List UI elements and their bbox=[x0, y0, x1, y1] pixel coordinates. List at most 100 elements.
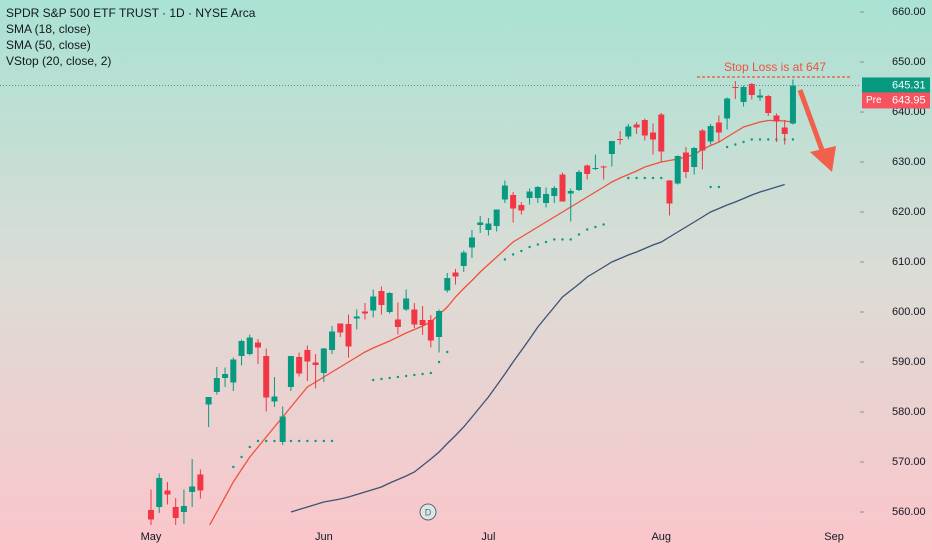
candle-body bbox=[304, 350, 311, 362]
candle-body bbox=[271, 396, 278, 402]
event-marker-label: D bbox=[425, 507, 432, 517]
candle-body bbox=[436, 311, 443, 337]
candle-body bbox=[180, 506, 187, 512]
candle-body bbox=[460, 252, 467, 266]
candle-body bbox=[468, 237, 475, 248]
candle-body bbox=[370, 296, 377, 311]
vstop-dot bbox=[404, 374, 408, 378]
y-tick-label: 620.00 bbox=[892, 206, 926, 218]
vstop-dot bbox=[651, 176, 655, 180]
candle-body bbox=[789, 85, 796, 124]
y-tick-label: 650.00 bbox=[892, 56, 926, 68]
vstop-dot bbox=[602, 223, 605, 226]
candle-body bbox=[600, 166, 607, 168]
candle-body bbox=[518, 205, 525, 211]
candle-body bbox=[682, 152, 689, 172]
vstop-dot bbox=[297, 439, 301, 443]
candle-body bbox=[641, 120, 648, 136]
vstop-dot bbox=[561, 238, 564, 241]
indicator-line bbox=[290, 183, 785, 513]
candle-body bbox=[526, 191, 533, 198]
candle-body bbox=[501, 185, 508, 200]
candle-body bbox=[246, 337, 253, 354]
y-tick-label: 580.00 bbox=[892, 406, 926, 418]
candle-body bbox=[394, 319, 401, 327]
y-tick-label: 630.00 bbox=[892, 156, 926, 168]
candle-body bbox=[296, 357, 303, 374]
vstop-dot bbox=[553, 238, 556, 241]
candle-body bbox=[263, 356, 270, 398]
arrow-shaft bbox=[797, 89, 825, 151]
candle-body bbox=[172, 507, 179, 518]
candle-body bbox=[386, 293, 393, 312]
candle-body bbox=[164, 490, 171, 495]
candle-body bbox=[608, 141, 615, 154]
vstop-dot bbox=[635, 176, 638, 180]
vstop-dot bbox=[660, 176, 663, 180]
vstop-dot bbox=[429, 371, 433, 375]
pre-box bbox=[862, 92, 930, 109]
candle-body bbox=[156, 478, 163, 507]
candle-body bbox=[765, 96, 772, 113]
candle-body bbox=[477, 222, 484, 225]
vstop-dot bbox=[544, 240, 548, 244]
candle-body bbox=[567, 191, 574, 194]
price-axis: 560.00 570.00 580.00 590.00 600.00 610.00 620.… bbox=[860, 6, 930, 518]
candle-body bbox=[633, 124, 640, 128]
y-tick-label: 640.00 bbox=[892, 106, 926, 118]
vstop-dot bbox=[594, 225, 597, 229]
candle-body bbox=[715, 122, 722, 133]
candle-body bbox=[427, 320, 434, 341]
y-tick-label: 600.00 bbox=[892, 306, 926, 318]
vstop-dot bbox=[569, 238, 572, 241]
candle-body bbox=[699, 130, 706, 151]
arrow-head bbox=[810, 146, 836, 172]
candle-body bbox=[724, 98, 731, 119]
vstop-dot bbox=[643, 176, 646, 180]
vstop-dot bbox=[503, 258, 507, 261]
vstop-dot bbox=[289, 439, 293, 443]
vstop-dot bbox=[717, 185, 721, 189]
candle-body bbox=[650, 132, 657, 140]
vstop-dot bbox=[273, 439, 276, 443]
x-tick-label: Sep bbox=[824, 531, 844, 543]
candle-body bbox=[617, 139, 624, 140]
candle-body bbox=[559, 174, 566, 202]
vstop-dot bbox=[725, 145, 729, 149]
candle-body bbox=[189, 486, 196, 492]
candle-body bbox=[658, 114, 665, 152]
vstop-dot bbox=[232, 465, 235, 469]
last-price-box bbox=[862, 77, 930, 94]
candle-body bbox=[329, 331, 336, 350]
candle-body bbox=[345, 324, 352, 347]
candle-body bbox=[287, 356, 294, 387]
candle-body bbox=[320, 348, 327, 373]
vstop-dot bbox=[265, 439, 268, 443]
candle-body bbox=[337, 323, 344, 333]
candle-body bbox=[691, 148, 698, 167]
vstop-dot bbox=[767, 138, 770, 141]
candle-body bbox=[781, 127, 788, 134]
candle-body bbox=[575, 172, 582, 190]
vstop-dot bbox=[330, 439, 334, 443]
vstop-dot bbox=[734, 143, 737, 146]
y-tick-label: 660.00 bbox=[892, 6, 926, 18]
candle-body bbox=[773, 115, 780, 122]
candle-body bbox=[254, 342, 261, 348]
candle-body bbox=[740, 87, 747, 102]
vstop-dot bbox=[306, 439, 309, 443]
vstop-dot bbox=[577, 233, 581, 236]
candle-body bbox=[748, 84, 755, 95]
vstop-dot bbox=[396, 375, 400, 379]
candle-body bbox=[403, 298, 410, 310]
candle-body bbox=[213, 378, 220, 392]
vstop-dot bbox=[791, 138, 795, 141]
plot-area bbox=[0, 79, 860, 525]
y-tick-label: 570.00 bbox=[892, 456, 926, 468]
vstop-dot bbox=[585, 228, 589, 231]
vstop-dot bbox=[528, 245, 531, 249]
x-tick-label: Jun bbox=[315, 531, 333, 543]
candle-body bbox=[279, 416, 286, 442]
y-tick-label: 560.00 bbox=[892, 506, 926, 518]
